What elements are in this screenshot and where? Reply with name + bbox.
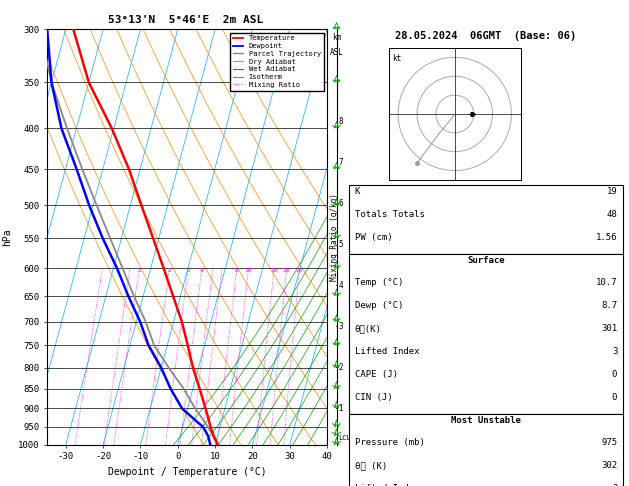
Text: Most Unstable: Most Unstable (451, 416, 521, 425)
Text: Temp (°C): Temp (°C) (355, 278, 403, 288)
Text: PW (cm): PW (cm) (355, 233, 392, 242)
Text: 28.05.2024  06GMT  (Base: 06): 28.05.2024 06GMT (Base: 06) (395, 31, 577, 41)
Text: 4: 4 (338, 281, 343, 290)
Text: Lifted Index: Lifted Index (355, 484, 419, 486)
Text: 3: 3 (612, 484, 617, 486)
Legend: Temperature, Dewpoint, Parcel Trajectory, Dry Adiabat, Wet Adiabat, Isotherm, Mi: Temperature, Dewpoint, Parcel Trajectory… (230, 33, 323, 90)
Bar (349, 254, 623, 414)
Text: LCL: LCL (338, 435, 350, 441)
Text: CIN (J): CIN (J) (355, 393, 392, 402)
Text: 10.7: 10.7 (596, 278, 617, 288)
Text: 19: 19 (606, 187, 617, 196)
Text: 3: 3 (338, 322, 343, 331)
Text: 2: 2 (167, 268, 171, 274)
Text: 1: 1 (338, 404, 343, 413)
Text: km: km (332, 34, 341, 42)
Text: 8.7: 8.7 (601, 301, 617, 311)
Y-axis label: hPa: hPa (3, 228, 13, 246)
Text: 3: 3 (612, 347, 617, 356)
Text: 25: 25 (296, 268, 303, 274)
Text: 1: 1 (137, 268, 141, 274)
Text: 0: 0 (612, 370, 617, 379)
Text: K: K (355, 187, 360, 196)
Text: 6: 6 (338, 199, 343, 208)
Text: Pressure (mb): Pressure (mb) (355, 438, 425, 448)
Text: 3: 3 (186, 268, 190, 274)
Text: 2: 2 (338, 363, 343, 372)
Text: 53°13'N  5°46'E  2m ASL: 53°13'N 5°46'E 2m ASL (108, 15, 263, 25)
Text: θᴇ (K): θᴇ (K) (355, 461, 387, 470)
Text: 8: 8 (235, 268, 238, 274)
Text: 301: 301 (601, 324, 617, 333)
Text: 0: 0 (612, 393, 617, 402)
Text: θᴇ(K): θᴇ(K) (355, 324, 381, 333)
Text: 5: 5 (338, 240, 343, 249)
Text: 20: 20 (283, 268, 291, 274)
Text: 10: 10 (245, 268, 252, 274)
Text: 16: 16 (270, 268, 278, 274)
Text: Surface: Surface (467, 256, 504, 264)
Text: 1.56: 1.56 (596, 233, 617, 242)
Text: ASL: ASL (330, 48, 343, 57)
Text: Dewp (°C): Dewp (°C) (355, 301, 403, 311)
Text: 8: 8 (338, 117, 343, 126)
Text: 48: 48 (606, 210, 617, 219)
Text: Mixing Ratio (g/kg): Mixing Ratio (g/kg) (330, 193, 339, 281)
Text: Lifted Index: Lifted Index (355, 347, 419, 356)
Text: CAPE (J): CAPE (J) (355, 370, 398, 379)
Bar (349, 185, 623, 254)
Text: 4: 4 (200, 268, 204, 274)
Text: 7: 7 (338, 158, 343, 167)
X-axis label: Dewpoint / Temperature (°C): Dewpoint / Temperature (°C) (108, 467, 267, 477)
Text: 302: 302 (601, 461, 617, 470)
Text: kt: kt (392, 53, 402, 63)
Text: 975: 975 (601, 438, 617, 448)
Text: Totals Totals: Totals Totals (355, 210, 425, 219)
Bar (349, 414, 623, 486)
